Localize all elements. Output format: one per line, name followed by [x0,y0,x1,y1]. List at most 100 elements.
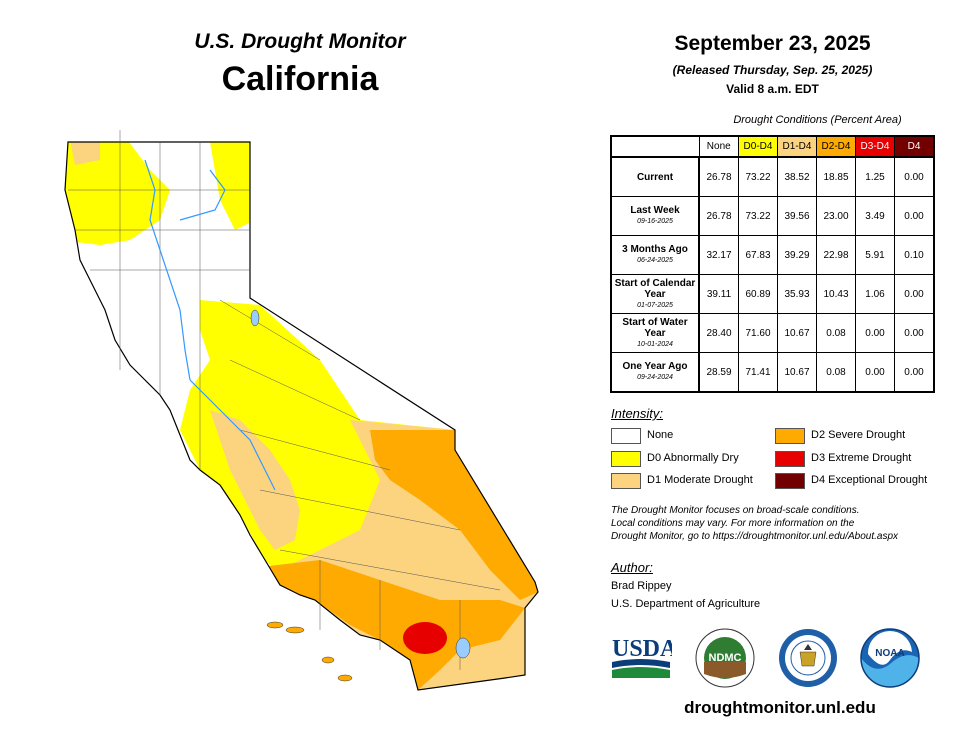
state-title: California [221,60,379,98]
row-date: 06-24-2025 [637,257,673,264]
region-d1-central-valley [210,410,300,550]
cell: 71.60 [738,313,778,353]
legend-swatch [775,428,805,444]
drought-conditions-table: None D0-D4 D1-D4 D2-D4 D3-D4 D4 Current … [610,135,935,393]
row-date: 09-24-2024 [637,374,673,381]
rivers [144,159,276,491]
table-row: Current 26.78 73.22 38.52 18.85 1.25 0.0… [610,156,935,197]
cell: 32.17 [698,235,739,275]
cell: 26.78 [698,196,739,236]
disclaimer-note: The Drought Monitor focuses on broad-sca… [611,504,941,543]
row-date: 10-01-2024 [637,340,673,348]
legend-swatch [775,473,805,489]
cell: 0.08 [816,313,856,353]
author-title: Author: [611,560,653,575]
county-lines [68,130,501,670]
row-label: 3 Months Ago [622,244,688,255]
cell: 1.25 [855,156,895,197]
legend-label: None [647,429,674,441]
col-header: D1-D4 [777,135,817,158]
channel-islands [266,621,353,682]
legend-label: D1 Moderate Drought [647,474,753,486]
table-row: One Year Ago 09-24-2024 28.59 71.41 10.67… [610,352,935,393]
california-drought-map [64,130,539,691]
cell: 0.00 [894,274,935,314]
cell: 0.00 [855,313,895,353]
cell: 0.00 [894,156,935,197]
usda-seal-logo [779,629,837,687]
usda-logo-text: USDA [612,636,672,662]
ndmc-logo: NDMC [695,628,755,688]
table-row: Start of Calendar Year 01-07-2025 39.11 6… [610,274,935,314]
row-label: Start of Water Year [622,316,688,339]
cell: 18.85 [816,156,856,197]
legend-label: D0 Abnormally Dry [647,452,739,464]
usda-logo: USDA [612,636,672,678]
region-d1-north [70,142,100,165]
row-date: 01-07-2025 [637,301,673,309]
cell: 39.56 [777,196,817,236]
cell: 38.52 [777,156,817,197]
cell: 39.11 [698,274,739,314]
row-label: Current [636,171,674,183]
noaa-logo: NOAA [860,628,920,688]
col-header: D3-D4 [855,135,895,158]
legend-swatch [611,473,641,489]
cell: 28.59 [698,352,739,393]
footer-url[interactable]: droughtmonitor.unl.edu [684,698,876,717]
cell: 73.22 [738,156,778,197]
cell: 39.29 [777,235,817,275]
cell: 73.22 [738,196,778,236]
row-date: 09-16-2025 [637,218,673,225]
col-header: D4 [894,135,935,158]
map-date: September 23, 2025 [674,32,871,55]
legend-title: Intensity: [611,406,664,421]
region-d3-extreme [403,622,447,654]
state-outline [64,141,539,691]
cell: 0.10 [894,235,935,275]
legend-label: D4 Exceptional Drought [811,474,928,486]
cell: 60.89 [738,274,778,314]
cell: 5.91 [855,235,895,275]
cell: 0.00 [894,313,935,353]
cell: 0.00 [855,352,895,393]
table-row: Last Week 09-16-2025 26.78 73.22 39.56 23… [610,196,935,236]
table-title: Drought Conditions (Percent Area) [733,114,902,126]
map-title: U.S. Drought Monitor [194,30,406,53]
legend-swatch [775,451,805,467]
lake-tahoe [250,309,260,327]
cell: 23.00 [816,196,856,236]
release-date: (Released Thursday, Sep. 25, 2025) [672,63,873,77]
table-row: Start of Water Year 10-01-2024 28.40 71.6… [610,313,935,353]
salton-sea [455,637,471,659]
row-label: Last Week [630,205,680,216]
region-d0-northeast [210,142,260,230]
cell: 1.06 [855,274,895,314]
legend-label: D3 Extreme Drought [811,452,912,464]
legend-swatch [611,428,641,444]
legend-label: D2 Severe Drought [811,429,906,441]
author-name: Brad Rippey [611,580,672,592]
col-header: None [698,135,739,158]
cell: 0.08 [816,352,856,393]
row-label: One Year Ago [622,361,688,372]
legend-swatch [611,451,641,467]
cell: 22.98 [816,235,856,275]
cell: 71.41 [738,352,778,393]
cell: 0.00 [894,196,935,236]
author-org: U.S. Department of Agriculture [611,598,761,610]
cell: 28.40 [698,313,739,353]
note-line: Local conditions may vary. For more info… [611,518,855,529]
row-label: Start of Calendar Year [614,277,696,300]
cell: 10.67 [777,352,817,393]
cell: 35.93 [777,274,817,314]
noaa-logo-text: NOAA [875,648,904,659]
note-line: Drought Monitor, go to https://droughtmo… [611,531,899,542]
valid-time: Valid 8 a.m. EDT [726,82,819,96]
cell: 67.83 [738,235,778,275]
cell: 0.00 [894,352,935,393]
col-header: D2-D4 [816,135,856,158]
note-line: The Drought Monitor focuses on broad-sca… [611,505,860,516]
region-d2-east [370,430,538,600]
cell: 10.67 [777,313,817,353]
